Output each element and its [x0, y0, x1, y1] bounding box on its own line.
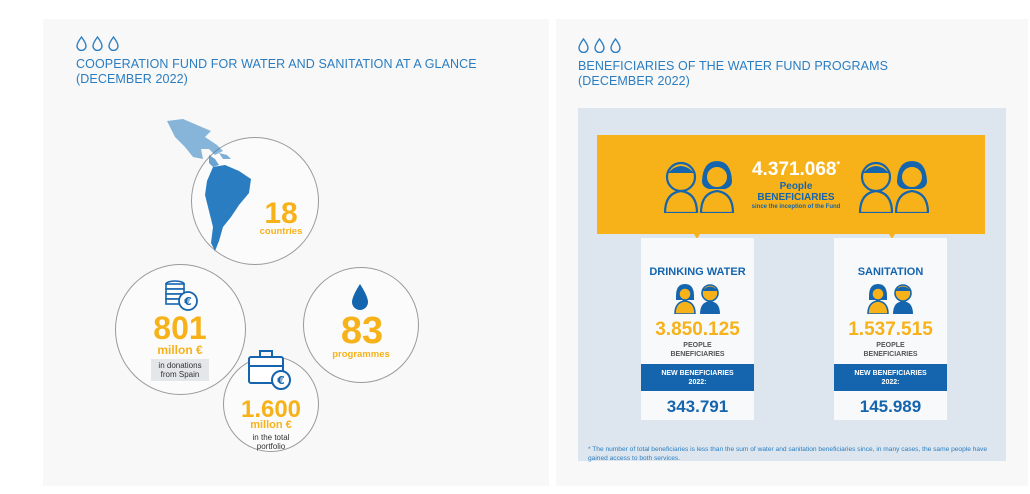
total-label: People BENEFICIARIES since the inception…: [751, 181, 841, 210]
drinking-water-sublabel: PEOPLE BENEFICIARIES: [670, 342, 725, 358]
programmes-value: 83: [340, 310, 384, 352]
drinking-water-heading: DRINKING WATER: [649, 266, 746, 278]
portfolio-label: in the total portfolio: [252, 433, 290, 451]
countries-label: countries: [259, 226, 303, 237]
people-pair-icon: [867, 284, 913, 314]
left-infographic-panel: COOPERATION FUND FOR WATER AND SANITATIO…: [43, 19, 549, 486]
right-infographic-panel: BENEFICIARIES OF THE WATER FUND PROGRAMS…: [556, 19, 1028, 486]
people-pair-icon: [663, 161, 735, 213]
water-drops-icon: [578, 38, 621, 53]
drinking-water-new-label: NEW BENEFICIARIES 2022:: [641, 364, 754, 391]
right-title: BENEFICIARIES OF THE WATER FUND PROGRAMS…: [578, 59, 889, 88]
total-value: 4.371.068*: [751, 159, 841, 180]
coins-euro-icon: €: [165, 280, 198, 311]
footnote: * The number of total beneficiaries is l…: [588, 446, 988, 462]
sanitation-card: SANITATION 1.537.515 PEOPLE BENEFICIARIE…: [834, 238, 947, 420]
sanitation-new-label: NEW BENEFICIARIES 2022:: [834, 364, 947, 391]
donations-unit: millon €: [157, 343, 203, 357]
sanitation-value: 1.537.515: [848, 319, 933, 340]
portfolio-value: 1.600: [240, 396, 302, 423]
map-americas-icon: [167, 119, 251, 251]
people-pair-icon: [674, 284, 720, 314]
countries-value: 18: [264, 197, 298, 230]
briefcase-euro-icon: €: [248, 350, 291, 390]
sanitation-sublabel: PEOPLE BENEFICIARIES: [863, 342, 918, 358]
people-pair-icon: [858, 161, 930, 213]
sanitation-heading: SANITATION: [857, 266, 924, 278]
left-title: COOPERATION FUND FOR WATER AND SANITATIO…: [76, 57, 477, 86]
donations-value: 801: [153, 310, 207, 346]
programmes-label: programmes: [332, 349, 390, 360]
drinking-water-new-value: 343.791: [666, 397, 729, 416]
portfolio-unit: millon €: [250, 419, 292, 431]
sanitation-new-value: 145.989: [859, 397, 922, 416]
drinking-water-card: DRINKING WATER 3.850.125 PEOPLE BENEFICI…: [641, 238, 754, 420]
svg-text:€: €: [276, 374, 285, 387]
svg-text:€: €: [183, 295, 192, 308]
water-drops-icon: [76, 36, 119, 51]
down-arrow-icon: [880, 215, 904, 239]
water-drop-icon: [352, 284, 368, 310]
drinking-water-value: 3.850.125: [655, 319, 740, 340]
donations-label: in donations from Spain: [151, 359, 209, 381]
down-arrow-icon: [685, 215, 709, 239]
